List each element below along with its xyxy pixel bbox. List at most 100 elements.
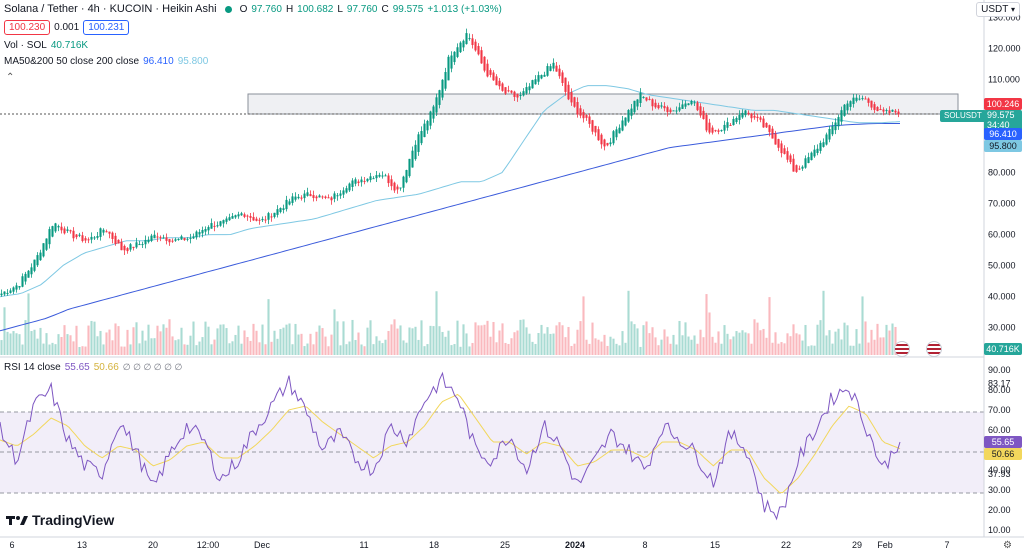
candle-body	[444, 72, 447, 89]
candle-body	[639, 92, 642, 103]
candle-body	[720, 130, 723, 132]
candle-body	[213, 225, 216, 227]
candle-body	[273, 212, 276, 217]
ma200-line	[0, 123, 900, 332]
candle-body	[168, 239, 171, 243]
volume-bar	[831, 343, 834, 355]
volume-bar	[504, 342, 507, 355]
candle-body	[714, 130, 717, 132]
volume-bar	[564, 337, 567, 355]
volume-bar	[534, 343, 537, 355]
volume-bar	[435, 291, 438, 355]
volume-bar	[726, 333, 729, 355]
close-value: 99.575	[392, 3, 424, 15]
price-axis-label: 110.000	[988, 74, 1020, 84]
candle-body	[870, 100, 873, 108]
volume-bar	[792, 324, 795, 355]
candle-body	[603, 139, 606, 147]
volume-bar	[438, 326, 441, 355]
candle-body	[897, 111, 900, 115]
volume-bar	[867, 342, 870, 355]
volume-bar	[843, 322, 846, 355]
candle-body	[201, 229, 204, 234]
candle-body	[246, 215, 249, 217]
collapse-legend-icon[interactable]: ⌃	[6, 72, 15, 83]
close-countdown-tag: 99.575 34:40	[984, 110, 1022, 132]
volume-bar	[447, 330, 450, 355]
us-flag-icon[interactable]	[926, 341, 942, 357]
volume-bar	[684, 322, 687, 355]
candle-body	[387, 175, 390, 184]
us-flag-icon[interactable]	[894, 341, 910, 357]
volume-bar	[870, 329, 873, 355]
ma-label[interactable]: MA50&200 50 close 200 close	[4, 56, 140, 67]
volume-label[interactable]: Vol · SOL	[4, 40, 47, 51]
candle-body	[453, 51, 456, 63]
candle-body	[123, 245, 126, 251]
candle-body	[546, 66, 549, 76]
candle-body	[774, 133, 777, 145]
volume-bar	[537, 333, 540, 355]
candle-body	[159, 236, 162, 238]
volume-bar	[717, 331, 720, 355]
volume-bar	[162, 324, 165, 355]
volume-bar	[294, 323, 297, 355]
rsi-label[interactable]: RSI 14 close	[4, 362, 61, 373]
price-axis-label: 40.000	[988, 292, 1016, 302]
candle-body	[825, 134, 828, 145]
volume-bar	[393, 319, 396, 355]
volume-bar	[111, 340, 114, 355]
volume-bar	[738, 332, 741, 355]
candle-body	[51, 226, 54, 237]
candle-body	[426, 120, 429, 131]
candle-body	[99, 228, 102, 237]
sell-price-button[interactable]: 100.230	[4, 20, 51, 35]
candle-body	[630, 108, 633, 116]
candle-body	[837, 117, 840, 127]
volume-bar	[129, 344, 132, 355]
candle-body	[420, 130, 423, 144]
volume-bar	[333, 309, 336, 355]
candle-body	[315, 196, 318, 199]
volume-bar	[798, 334, 801, 355]
symbol-title[interactable]: Solana / Tether · 4h · KUCOIN · Heikin A…	[4, 3, 217, 15]
price-axis-label: 120.000	[988, 43, 1021, 53]
volume-bar	[654, 337, 657, 355]
candle-body	[18, 286, 21, 288]
volume-bar	[96, 336, 99, 355]
volume-bar	[165, 327, 168, 355]
candle-body	[438, 90, 441, 105]
settings-gear-icon[interactable]: ⚙	[1003, 540, 1012, 551]
candle-body	[663, 106, 666, 109]
volume-bar	[513, 332, 516, 355]
volume-bar	[213, 339, 216, 355]
volume-bar	[495, 342, 498, 355]
buy-price-button[interactable]: 100.231	[83, 20, 130, 35]
tradingview-logo[interactable]: TradingView	[6, 512, 114, 528]
range-box[interactable]	[247, 93, 959, 115]
volume-bar	[858, 343, 861, 355]
symbol-tag: SOLUSDT	[940, 110, 986, 122]
volume-bar	[555, 325, 558, 355]
volume-bar	[318, 325, 321, 355]
candle-body	[537, 75, 540, 82]
open-value: 97.760	[251, 3, 282, 15]
candle-body	[636, 99, 639, 107]
candle-body	[873, 104, 876, 110]
candle-body	[846, 103, 849, 111]
currency-selector[interactable]: USDT ▾	[976, 2, 1020, 17]
candle-body	[390, 179, 393, 187]
candle-body	[570, 92, 573, 103]
candle-body	[417, 134, 420, 152]
time-axis-label: 29	[851, 540, 863, 550]
candle-body	[306, 192, 309, 196]
candle-body	[708, 122, 711, 133]
candle-body	[843, 104, 846, 116]
volume-bar	[432, 326, 435, 355]
candle-body	[111, 232, 114, 239]
candle-body	[441, 79, 444, 98]
candle-body	[834, 122, 837, 131]
volume-bar	[231, 341, 234, 355]
volume-bar	[795, 333, 798, 355]
